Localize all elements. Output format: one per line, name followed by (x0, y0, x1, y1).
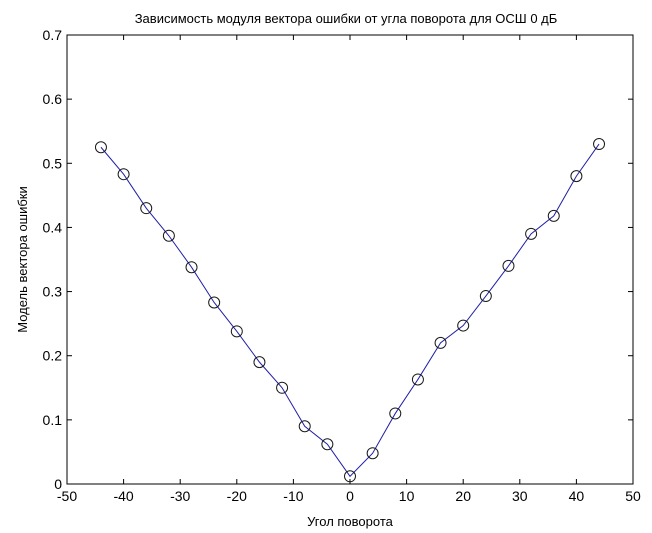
y-tick-label: 0.3 (43, 284, 63, 300)
data-point (344, 470, 356, 483)
y-axis-label: Модель вектора ошибки (15, 186, 30, 333)
series-layer (94, 138, 606, 483)
x-axis: -50 -40 -30 -20 -10 0 10 20 30 40 50 (57, 35, 641, 504)
chart-title: Зависимость модуля вектора ошибки от угл… (135, 11, 558, 26)
data-point (479, 290, 492, 303)
x-tick-label: 50 (625, 488, 641, 504)
series-line (100, 143, 600, 478)
data-point (389, 407, 402, 420)
data-point (230, 325, 243, 338)
data-point (162, 229, 175, 242)
y-tick-label: 0.4 (43, 219, 63, 235)
y-tick-label: 0.1 (43, 412, 63, 428)
data-point (570, 170, 583, 183)
x-tick-label: -20 (227, 488, 247, 504)
data-point (117, 168, 130, 181)
data-point (593, 138, 606, 151)
data-point (434, 336, 447, 349)
x-tick-label: 20 (455, 488, 471, 504)
x-tick-label: -30 (170, 488, 190, 504)
plot-area (66, 34, 634, 485)
x-tick-label: 0 (346, 488, 354, 504)
data-point (140, 202, 153, 215)
x-tick-label: -10 (283, 488, 303, 504)
data-point (457, 319, 470, 332)
x-tick-label: -40 (113, 488, 133, 504)
data-point (298, 420, 311, 433)
y-axis: 0 0.1 0.2 0.3 0.4 0.5 0.6 0.7 (43, 27, 633, 492)
y-tick-label: 0 (54, 476, 62, 492)
data-point (411, 373, 424, 386)
data-point (276, 381, 289, 394)
x-tick-label: -50 (57, 488, 77, 504)
y-tick-label: 0.7 (43, 27, 63, 43)
data-point (208, 296, 221, 309)
data-point (185, 261, 198, 274)
x-axis-label: Угол поворота (307, 514, 394, 529)
data-point (94, 141, 107, 154)
data-point (321, 438, 334, 451)
data-point (525, 227, 538, 240)
x-tick-label: 10 (399, 488, 415, 504)
y-tick-label: 0.2 (43, 348, 63, 364)
data-point (502, 259, 515, 272)
data-point (366, 447, 379, 460)
data-point (253, 356, 266, 369)
x-tick-label: 30 (512, 488, 528, 504)
x-tick-label: 40 (569, 488, 585, 504)
y-tick-label: 0.6 (43, 91, 63, 107)
y-tick-label: 0.5 (43, 155, 63, 171)
data-point (547, 209, 560, 222)
